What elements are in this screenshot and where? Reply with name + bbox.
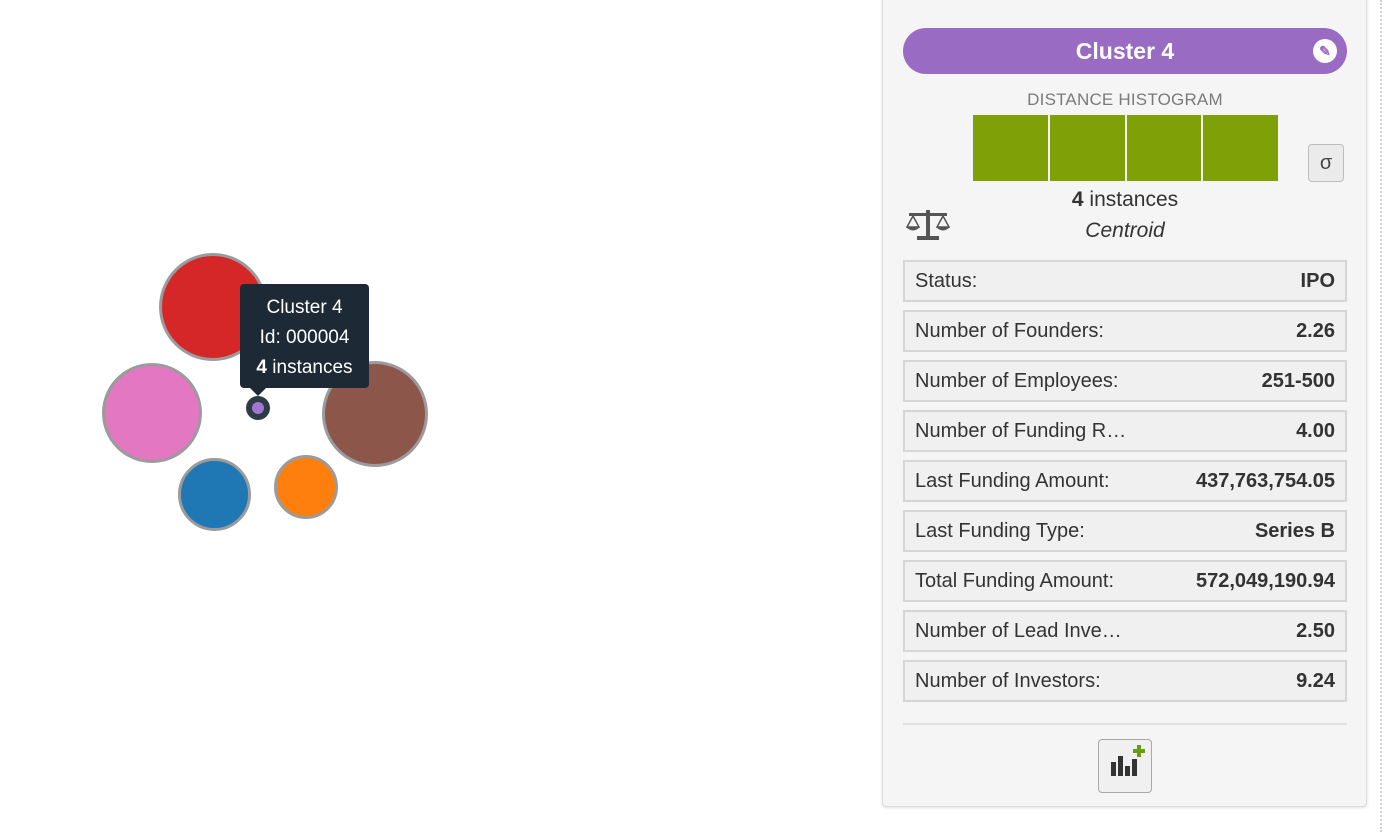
add-chart-button[interactable]	[1098, 739, 1152, 793]
histogram-bar	[1203, 115, 1278, 181]
cluster-orange[interactable]	[274, 455, 338, 519]
field-row: Number of Lead Inve… 2.50	[903, 610, 1347, 652]
pencil-icon[interactable]: ✎	[1313, 39, 1337, 63]
field-row: Number of Founders: 2.26	[903, 310, 1347, 352]
field-label: Number of Founders:	[915, 319, 1104, 342]
instances-count: 4	[1071, 188, 1084, 211]
field-row: Status: IPO	[903, 260, 1347, 302]
instances-summary: 4 instances	[903, 188, 1347, 212]
field-label: Number of Employees:	[915, 369, 1119, 392]
field-value: 4.00	[1296, 419, 1335, 442]
tooltip-cluster-name: Cluster 4	[266, 297, 343, 318]
selected-cluster-marker[interactable]	[246, 396, 270, 420]
add-chart-icon	[1111, 745, 1145, 776]
field-value: 251-500	[1261, 369, 1335, 392]
cluster-title: Cluster 4	[1075, 38, 1175, 64]
field-row: Number of Employees: 251-500	[903, 360, 1347, 402]
field-row: Last Funding Amount: 437,763,754.05	[903, 460, 1347, 502]
scroll-gutter	[1380, 0, 1382, 832]
field-label: Number of Funding R…	[915, 419, 1127, 442]
cluster-blue[interactable]	[178, 458, 251, 531]
field-value: Series B	[1254, 519, 1335, 542]
field-label: Last Funding Type:	[915, 519, 1085, 542]
field-label: Last Funding Amount:	[915, 469, 1110, 492]
histogram-bar	[1126, 115, 1202, 181]
field-value: 9.24	[1296, 669, 1335, 692]
cluster-pink[interactable]	[102, 363, 202, 463]
tooltip-cluster-id: Id: 000004	[259, 327, 350, 348]
instances-word: instances	[1089, 188, 1179, 211]
cluster-map: Cluster 4 Id: 000004 4 instances	[102, 253, 428, 531]
field-row: Number of Funding R… 4.00	[903, 410, 1347, 452]
centroid-fields: Status: IPO Number of Founders: 2.26 Number …	[903, 260, 1347, 710]
cluster-tooltip: Cluster 4 Id: 000004 4 instances	[240, 284, 369, 396]
field-value: 572,049,190.94	[1195, 569, 1335, 592]
selected-cluster-dot	[252, 402, 264, 414]
field-value: 2.50	[1296, 619, 1335, 642]
field-label: Total Funding Amount:	[915, 569, 1115, 592]
field-value: 437,763,754.05	[1195, 469, 1335, 492]
cluster-title-pill: Cluster 4 ✎	[903, 28, 1347, 74]
tooltip-instances-count: 4	[256, 357, 267, 378]
field-row: Last Funding Type: Series B	[903, 510, 1347, 552]
distance-histogram	[973, 115, 1278, 181]
field-label: Number of Investors:	[915, 669, 1101, 692]
histogram-bar	[1049, 115, 1125, 181]
histogram-bar	[973, 115, 1048, 181]
field-value: 2.26	[1296, 319, 1335, 342]
divider	[903, 723, 1347, 725]
tooltip-instances-word: instances	[272, 357, 353, 378]
balance-scale-icon[interactable]	[905, 207, 951, 241]
field-value: IPO	[1300, 269, 1335, 292]
field-row: Total Funding Amount: 572,049,190.94	[903, 560, 1347, 602]
field-label: Status:	[915, 269, 978, 292]
centroid-label: Centroid	[1085, 219, 1165, 242]
tooltip-instances: 4 instances	[240, 353, 369, 383]
cluster-details-panel: Cluster 4 ✎ DISTANCE HISTOGRAM σ 4 insta…	[882, 0, 1367, 807]
sigma-button[interactable]: σ	[1308, 144, 1344, 182]
field-row: Number of Investors: 9.24	[903, 660, 1347, 702]
field-label: Number of Lead Inve…	[915, 619, 1122, 642]
histogram-label: DISTANCE HISTOGRAM	[1027, 90, 1223, 109]
